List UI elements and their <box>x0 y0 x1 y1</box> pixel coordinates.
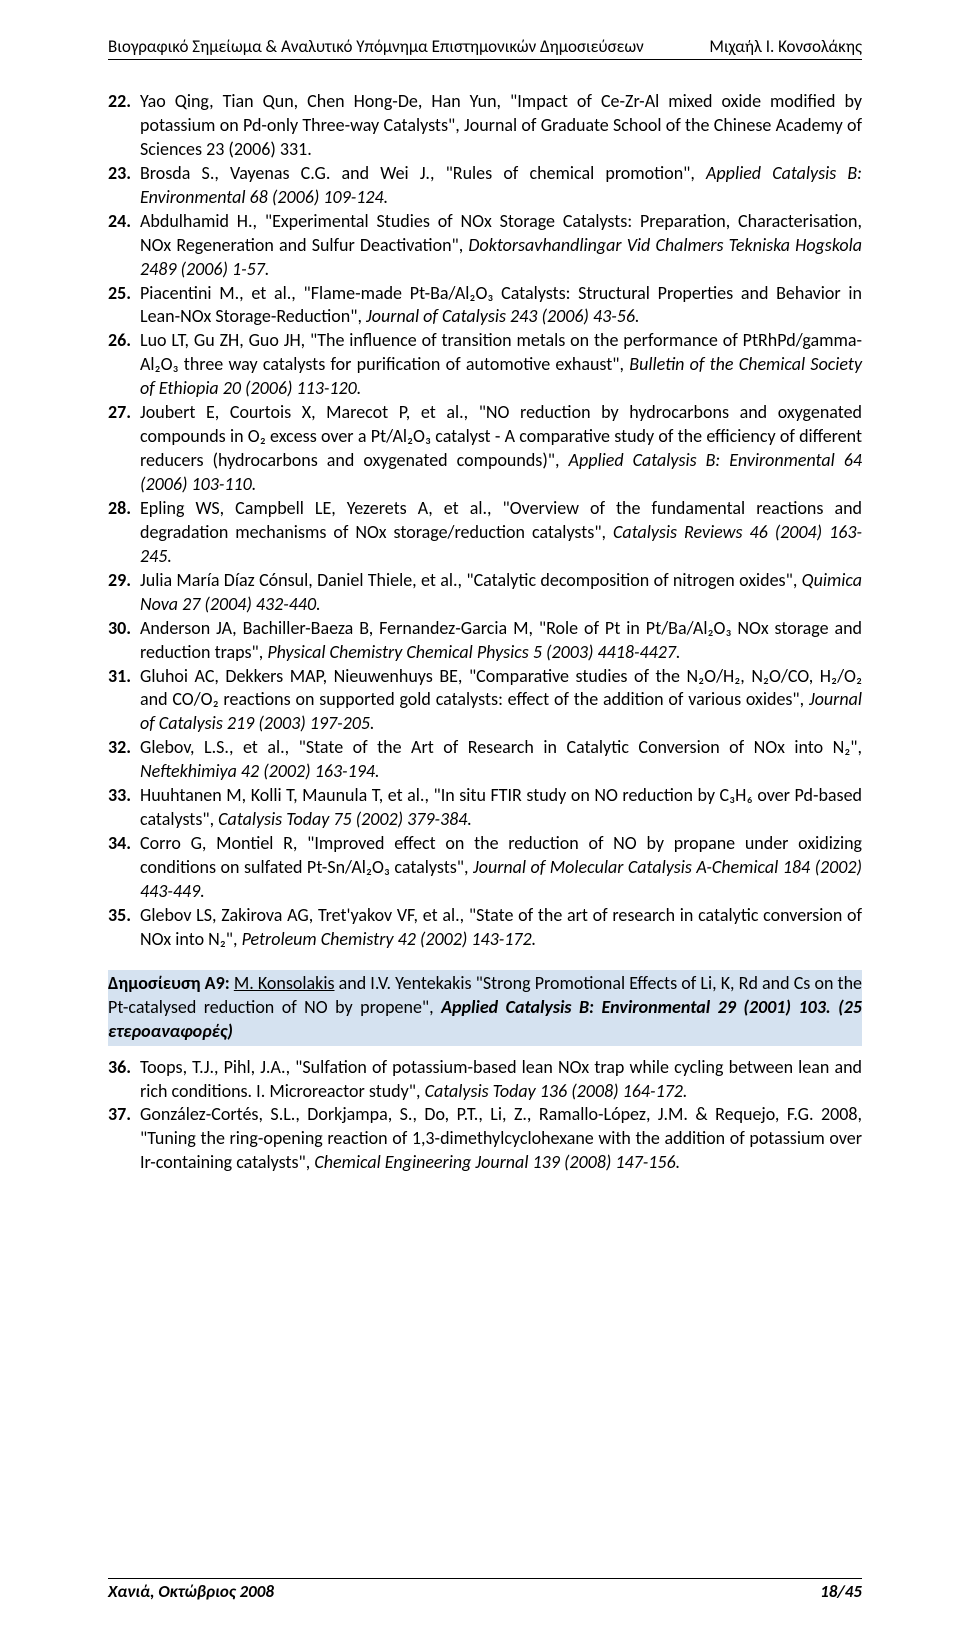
reference-text: Joubert E, Courtois X, Marecot P, et al.… <box>140 401 862 497</box>
reference-item: 27.Joubert E, Courtois X, Marecot P, et … <box>108 401 862 497</box>
reference-text: Epling WS, Campbell LE, Yezerets A, et a… <box>140 497 862 569</box>
reference-item: 24.Abdulhamid H., "Experimental Studies … <box>108 210 862 282</box>
body: 22.Yao Qing, Tian Qun, Chen Hong-De, Han… <box>108 90 862 1175</box>
reference-number: 29. <box>108 569 140 617</box>
reference-item: 34.Corro G, Montiel R, "Improved effect … <box>108 832 862 904</box>
header-left: Βιογραφικό Σημείωμα & Αναλυτικό Υπόμνημα… <box>108 36 644 57</box>
reference-item: 33.Huuhtanen M, Kolli T, Maunula T, et a… <box>108 784 862 832</box>
reference-number: 33. <box>108 784 140 832</box>
reference-item: 26.Luo LT, Gu ZH, Guo JH, "The influence… <box>108 329 862 401</box>
page-header: Βιογραφικό Σημείωμα & Αναλυτικό Υπόμνημα… <box>108 36 862 60</box>
reference-text: Toops, T.J., Pihl, J.A., "Sulfation of p… <box>140 1056 862 1104</box>
reference-text: Huuhtanen M, Kolli T, Maunula T, et al.,… <box>140 784 862 832</box>
footer-right: 18/45 <box>820 1581 862 1602</box>
reference-item: 31.Gluhoi AC, Dekkers MAP, Nieuwenhuys B… <box>108 665 862 737</box>
reference-number: 37. <box>108 1103 140 1175</box>
reference-text: Glebov, L.S., et al., "State of the Art … <box>140 736 862 784</box>
reference-text: Brosda S., Vayenas C.G. and Wei J., "Rul… <box>140 162 862 210</box>
reference-number: 31. <box>108 665 140 737</box>
reference-item: 30.Anderson JA, Bachiller-Baeza B, Ferna… <box>108 617 862 665</box>
reference-number: 28. <box>108 497 140 569</box>
reference-item: 28.Epling WS, Campbell LE, Yezerets A, e… <box>108 497 862 569</box>
reference-number: 30. <box>108 617 140 665</box>
reference-item: 29.Julia María Díaz Cónsul, Daniel Thiel… <box>108 569 862 617</box>
reference-text: Glebov LS, Zakirova AG, Tret'yakov VF, e… <box>140 904 862 952</box>
page-footer: Χανιά, Οκτώβριος 2008 18/45 <box>108 1578 862 1602</box>
reference-text: Julia María Díaz Cónsul, Daniel Thiele, … <box>140 569 862 617</box>
pub-journal: Applied Catalysis B: Environmental 29 (2… <box>441 996 826 1018</box>
reference-text: Corro G, Montiel R, "Improved effect on … <box>140 832 862 904</box>
reference-number: 34. <box>108 832 140 904</box>
reference-text: Piacentini M., et al., "Flame-made Pt-Ba… <box>140 282 862 330</box>
reference-text: Luo LT, Gu ZH, Guo JH, "The influence of… <box>140 329 862 401</box>
page: Βιογραφικό Σημείωμα & Αναλυτικό Υπόμνημα… <box>0 0 960 1642</box>
reference-number: 36. <box>108 1056 140 1104</box>
reference-text: Abdulhamid H., "Experimental Studies of … <box>140 210 862 282</box>
footer-left: Χανιά, Οκτώβριος 2008 <box>108 1581 274 1602</box>
reference-list-a: 22.Yao Qing, Tian Qun, Chen Hong-De, Han… <box>108 90 862 952</box>
reference-number: 35. <box>108 904 140 952</box>
reference-list-b: 36.Toops, T.J., Pihl, J.A., "Sulfation o… <box>108 1056 862 1176</box>
reference-number: 22. <box>108 90 140 162</box>
header-right: Μιχαήλ Ι. Κονσολάκης <box>709 36 862 57</box>
publication-highlight: Δημοσίευση Α9: M. Konsolakis and I.V. Ye… <box>108 970 862 1046</box>
reference-item: 23.Brosda S., Vayenas C.G. and Wei J., "… <box>108 162 862 210</box>
reference-number: 25. <box>108 282 140 330</box>
reference-number: 23. <box>108 162 140 210</box>
pub-author-underlined: M. Konsolakis <box>234 972 335 994</box>
reference-item: 25.Piacentini M., et al., "Flame-made Pt… <box>108 282 862 330</box>
reference-number: 24. <box>108 210 140 282</box>
reference-item: 35.Glebov LS, Zakirova AG, Tret'yakov VF… <box>108 904 862 952</box>
reference-item: 32.Glebov, L.S., et al., "State of the A… <box>108 736 862 784</box>
reference-number: 32. <box>108 736 140 784</box>
reference-item: 36.Toops, T.J., Pihl, J.A., "Sulfation o… <box>108 1056 862 1104</box>
reference-item: 37.González-Cortés, S.L., Dorkjampa, S.,… <box>108 1103 862 1175</box>
reference-text: González-Cortés, S.L., Dorkjampa, S., Do… <box>140 1103 862 1175</box>
reference-text: Yao Qing, Tian Qun, Chen Hong-De, Han Yu… <box>140 90 862 162</box>
reference-text: Gluhoi AC, Dekkers MAP, Nieuwenhuys BE, … <box>140 665 862 737</box>
reference-number: 27. <box>108 401 140 497</box>
reference-text: Anderson JA, Bachiller-Baeza B, Fernande… <box>140 617 862 665</box>
pub-label: Δημοσίευση Α9: <box>108 972 230 994</box>
reference-number: 26. <box>108 329 140 401</box>
reference-item: 22.Yao Qing, Tian Qun, Chen Hong-De, Han… <box>108 90 862 162</box>
